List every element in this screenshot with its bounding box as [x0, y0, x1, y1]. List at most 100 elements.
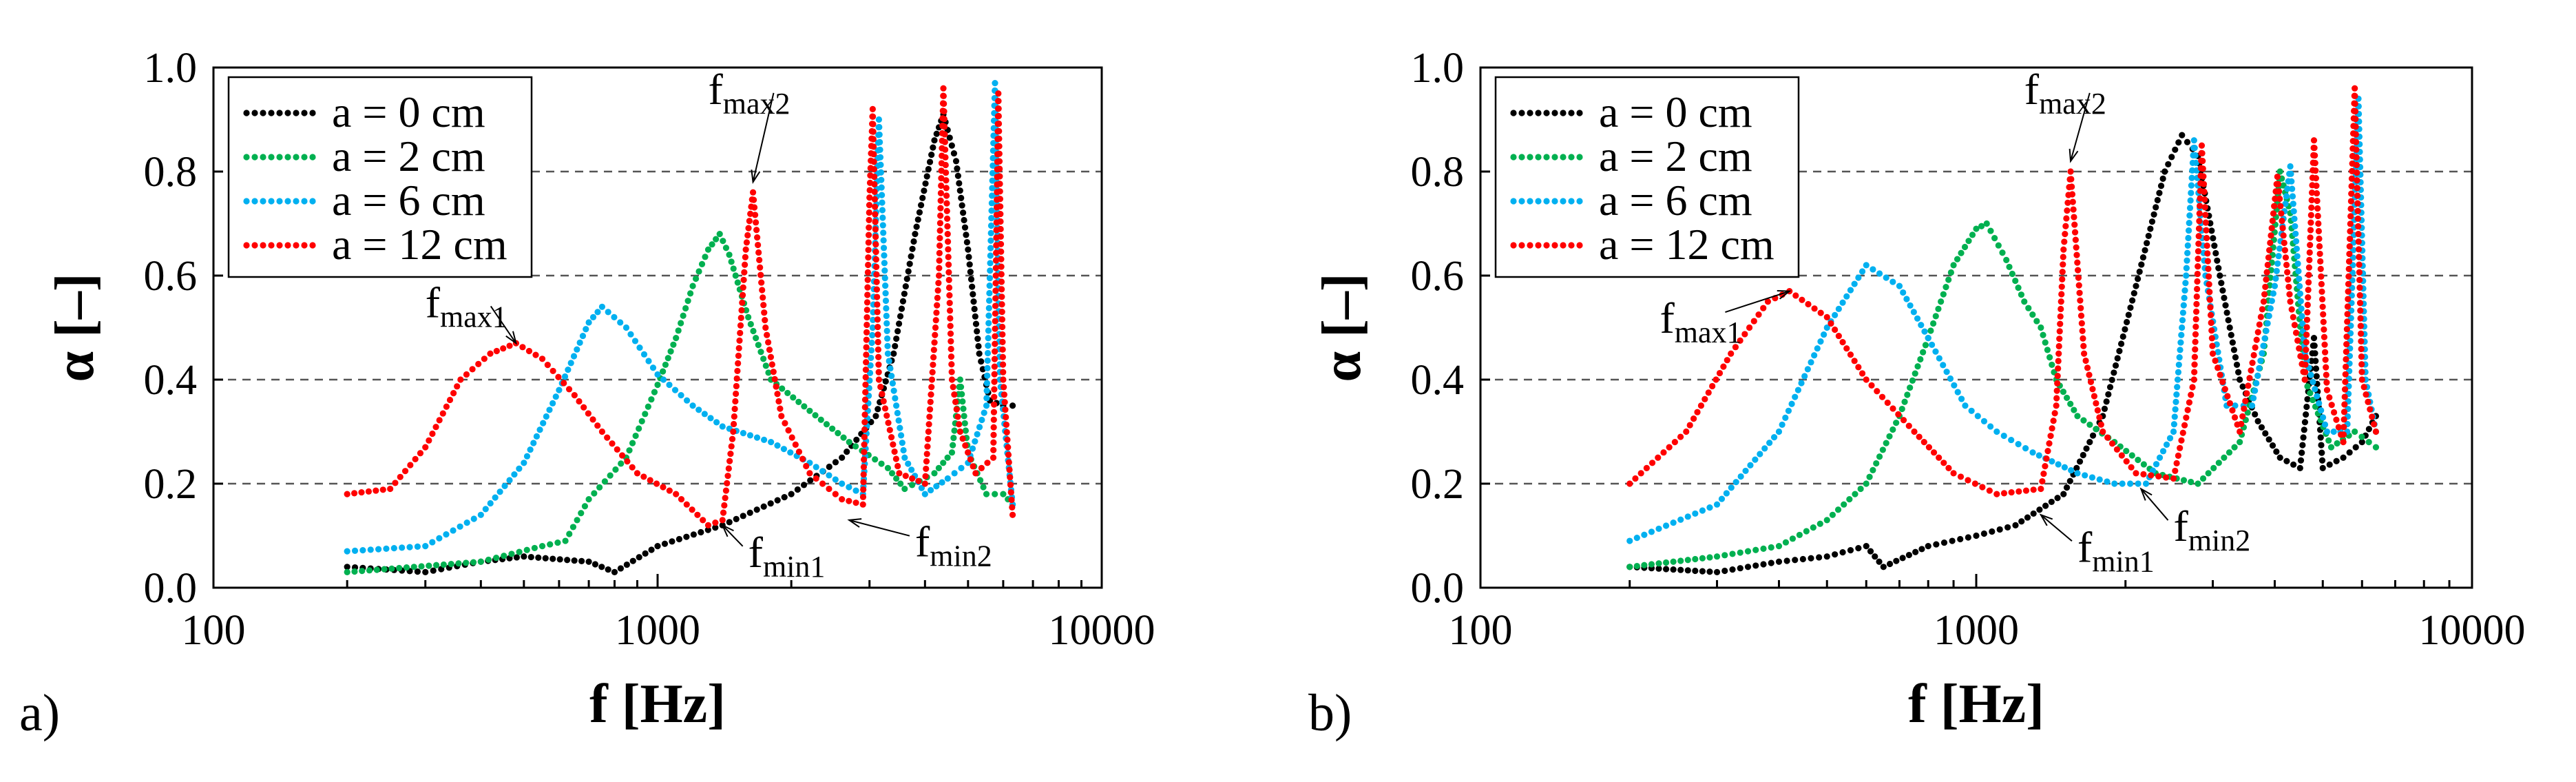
- data-point: [2139, 254, 2147, 261]
- data-point: [2301, 376, 2308, 383]
- data-point: [2201, 196, 2208, 203]
- data-point: [669, 538, 676, 545]
- data-point: [2263, 269, 2270, 276]
- data-point: [931, 470, 938, 477]
- data-point: [2091, 393, 2098, 400]
- data-point: [839, 454, 846, 461]
- data-point: [865, 254, 872, 261]
- data-point: [2356, 284, 2363, 291]
- annotation-subscript: max1: [440, 300, 507, 333]
- data-point: [678, 392, 684, 399]
- data-point: [2307, 242, 2314, 249]
- data-point: [922, 473, 929, 480]
- data-point: [2354, 192, 2361, 199]
- data-point: [2113, 446, 2121, 453]
- data-point: [878, 176, 885, 183]
- data-point: [1907, 384, 1914, 391]
- data-point: [2352, 123, 2359, 130]
- legend-swatch-dot: [1576, 198, 1583, 205]
- data-point: [992, 295, 999, 302]
- data-point: [2053, 387, 2060, 394]
- data-point: [870, 166, 877, 173]
- data-point: [2055, 350, 2062, 357]
- data-point: [2293, 245, 2300, 252]
- data-point: [463, 559, 470, 566]
- data-point: [939, 479, 945, 486]
- data-point: [1996, 526, 2003, 533]
- data-point: [890, 387, 897, 394]
- data-point: [829, 425, 836, 432]
- data-point: [2305, 287, 2312, 294]
- data-point: [2358, 361, 2365, 368]
- data-point: [2299, 442, 2306, 449]
- data-point: [813, 464, 819, 471]
- data-point: [350, 490, 358, 497]
- data-point: [622, 324, 630, 331]
- data-point: [870, 136, 877, 143]
- data-point: [2356, 276, 2363, 283]
- data-point: [826, 472, 833, 479]
- data-point: [2358, 369, 2365, 375]
- data-point: [914, 216, 921, 223]
- data-point: [2192, 152, 2199, 159]
- data-point: [1884, 399, 1891, 407]
- data-point: [888, 373, 895, 380]
- legend-swatch-dot: [1527, 198, 1533, 205]
- data-point: [2294, 253, 2301, 260]
- legend-label: a = 6 cm: [1599, 176, 1752, 225]
- data-point: [872, 234, 879, 240]
- data-point: [753, 506, 760, 513]
- data-point: [944, 223, 951, 230]
- data-point: [1007, 482, 1014, 488]
- data-point: [585, 558, 592, 565]
- data-point: [888, 434, 895, 441]
- data-point: [923, 458, 930, 465]
- data-point: [866, 187, 873, 194]
- data-point: [722, 487, 730, 494]
- data-point: [730, 265, 737, 272]
- data-point: [1855, 545, 1862, 552]
- data-point: [1947, 375, 1954, 382]
- data-point: [1932, 313, 1939, 320]
- data-point: [1968, 407, 1975, 414]
- data-point: [991, 386, 998, 393]
- data-point: [1962, 402, 1969, 409]
- data-point: [1835, 332, 1842, 340]
- data-point: [2328, 402, 2335, 409]
- data-point: [2252, 411, 2259, 418]
- data-point: [954, 172, 961, 179]
- annotation-arrow: [2040, 514, 2073, 542]
- data-point: [1828, 320, 1834, 327]
- data-point: [2004, 524, 2011, 531]
- data-point: [2305, 279, 2312, 286]
- data-point: [2314, 197, 2321, 205]
- data-point: [2323, 364, 2329, 371]
- data-point: [2353, 138, 2360, 145]
- data-point: [970, 291, 976, 298]
- data-point: [1829, 511, 1836, 518]
- data-point: [2254, 418, 2261, 425]
- data-point: [1961, 243, 1969, 251]
- data-point: [2221, 454, 2228, 461]
- data-point: [1932, 348, 1939, 355]
- data-point: [1876, 453, 1883, 460]
- data-point: [2311, 145, 2318, 152]
- data-point: [414, 543, 421, 550]
- data-point: [1993, 491, 2000, 497]
- data-point: [2278, 210, 2285, 217]
- data-point: [1857, 485, 1864, 493]
- data-point: [1706, 504, 1713, 511]
- data-point: [2111, 369, 2117, 376]
- data-point: [861, 426, 868, 433]
- data-point: [344, 548, 350, 555]
- data-point: [826, 463, 833, 471]
- data-point: [755, 342, 762, 349]
- data-point: [2083, 445, 2090, 452]
- data-point: [2012, 522, 2019, 529]
- data-point: [2301, 419, 2309, 426]
- data-point: [1662, 559, 1670, 566]
- data-point: [878, 460, 885, 467]
- data-point: [598, 564, 605, 570]
- data-point: [519, 344, 526, 351]
- data-point: [865, 247, 872, 254]
